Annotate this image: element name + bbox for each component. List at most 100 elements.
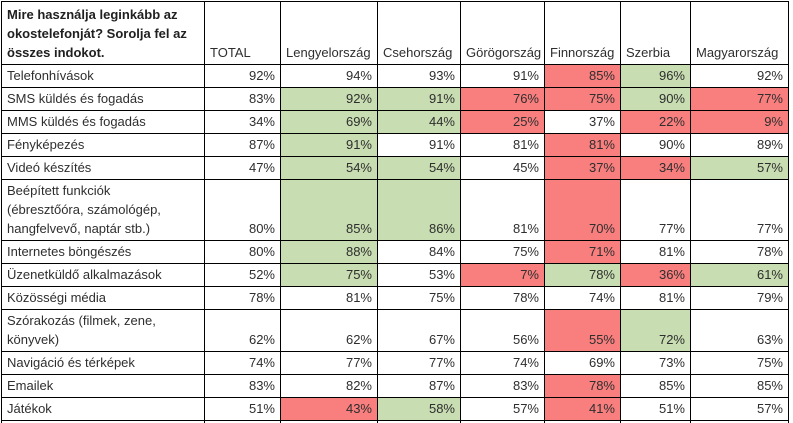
value-cell: 93% (377, 64, 461, 88)
value-cell: 74% (460, 351, 545, 375)
value-cell: 91% (377, 133, 461, 157)
table-row: Internetes böngészés 80% 88% 84% 75% 71% 81% 78… (1, 240, 789, 264)
value-cell: 91% (460, 64, 545, 88)
column-header-1: Lengyelország (280, 1, 378, 65)
value-cell: 89% (690, 133, 789, 157)
value-cell: 57% (460, 397, 545, 421)
value-cell: 69% (544, 351, 621, 375)
value-cell: 37% (544, 110, 621, 134)
value-cell: 43% (280, 397, 378, 421)
value-cell: 71% (544, 240, 621, 264)
value-cell: 34% (204, 110, 281, 134)
value-cell: 41% (544, 397, 621, 421)
value-cell: 54% (280, 156, 378, 180)
value-cell: 37% (544, 156, 621, 180)
value-cell: 50% (690, 420, 789, 423)
value-cell: 81% (620, 286, 691, 310)
table-row: Szórakozás (filmek, zene, könyvek) 62% 62%… (1, 309, 789, 352)
value-cell: 82% (280, 374, 378, 398)
value-cell: 63% (690, 309, 789, 352)
row-label: Üzenetküldő alkalmazások (1, 263, 205, 287)
value-cell: 85% (544, 64, 621, 88)
value-cell: 56% (460, 309, 545, 352)
value-cell: 96% (620, 64, 691, 88)
value-cell: 92% (204, 64, 281, 88)
value-cell: 78% (460, 286, 545, 310)
value-cell: 78% (204, 286, 281, 310)
value-cell: 69% (280, 110, 378, 134)
row-label: Fényképezés (1, 133, 205, 157)
table-row: Fizetés és online vásárlás53%57%53%51%52… (1, 420, 789, 423)
value-cell: 80% (204, 179, 281, 241)
value-cell: 75% (544, 87, 621, 111)
value-cell: 72% (620, 309, 691, 352)
value-cell: 83% (460, 374, 545, 398)
value-cell: 7% (460, 263, 545, 287)
value-cell: 67% (377, 309, 461, 352)
value-cell: 83% (204, 374, 281, 398)
value-cell: 92% (690, 64, 789, 88)
value-cell: 83% (204, 87, 281, 111)
value-cell: 85% (620, 374, 691, 398)
value-cell: 80% (204, 240, 281, 264)
value-cell: 78% (544, 263, 621, 287)
value-cell: 53% (377, 263, 461, 287)
value-cell: 81% (460, 179, 545, 241)
value-cell: 81% (544, 133, 621, 157)
value-cell: 54% (377, 156, 461, 180)
value-cell: 44% (377, 110, 461, 134)
row-label: Internetes böngészés (1, 240, 205, 264)
value-cell: 34% (620, 156, 691, 180)
row-label: Beépített funkciók (ébresztőóra, számoló… (1, 179, 205, 241)
row-label: Játékok (1, 397, 205, 421)
value-cell: 81% (460, 133, 545, 157)
column-header-2: Csehország (377, 1, 461, 65)
value-cell: 75% (280, 263, 378, 287)
value-cell: 36% (620, 263, 691, 287)
value-cell: 85% (280, 179, 378, 241)
value-cell: 74% (544, 286, 621, 310)
value-cell: 76% (460, 87, 545, 111)
value-cell: 91% (280, 133, 378, 157)
table-body: Telefonhívások 92% 94% 93% 91% 85% 96% 92% SMS k… (1, 64, 789, 423)
value-cell: 91% (377, 87, 461, 111)
value-cell: 77% (280, 351, 378, 375)
row-label: Videó készítés (1, 156, 205, 180)
column-header-5: Szerbia (620, 1, 691, 65)
value-cell: 55% (544, 309, 621, 352)
value-cell: 25% (460, 110, 545, 134)
value-cell: 73% (620, 351, 691, 375)
value-cell: 92% (280, 87, 378, 111)
column-header-4: Finnország (544, 1, 621, 65)
value-cell: 81% (280, 286, 378, 310)
value-cell: 87% (377, 374, 461, 398)
row-label: Közösségi média (1, 286, 205, 310)
value-cell: 75% (460, 240, 545, 264)
value-cell: 58% (377, 397, 461, 421)
value-cell: 74% (204, 351, 281, 375)
row-label: Emailek (1, 374, 205, 398)
value-cell: 51% (204, 397, 281, 421)
column-header-0: TOTAL (204, 1, 281, 65)
value-cell: 79% (690, 286, 789, 310)
table-row: MMS küldés és fogadás 34% 69% 44% 25% 37% 22% 9… (1, 110, 789, 134)
value-cell: 77% (690, 87, 789, 111)
header-row: Mire használja leginkább az okostelefonj… (1, 1, 789, 65)
value-cell: 87% (204, 133, 281, 157)
column-header-6: Magyarország (690, 1, 789, 65)
value-cell: 75% (690, 351, 789, 375)
table-row: Beépített funkciók (ébresztőóra, számoló… (1, 179, 789, 241)
value-cell: 90% (620, 87, 691, 111)
value-cell: 22% (620, 110, 691, 134)
value-cell: 81% (620, 240, 691, 264)
value-cell: 45% (460, 156, 545, 180)
table-row: Játékok 51% 43% 58% 57% 41% 51% 57% (1, 397, 789, 421)
column-header-3: Görögország (460, 1, 545, 65)
value-cell: 84% (377, 240, 461, 264)
value-cell: 57% (690, 156, 789, 180)
table-row: Közösségi média 78% 81% 75% 78% 74% 81% 79% (1, 286, 789, 310)
table-row: Üzenetküldő alkalmazások 52% 75% 53% 7% 78% 36… (1, 263, 789, 287)
value-cell: 77% (620, 179, 691, 241)
